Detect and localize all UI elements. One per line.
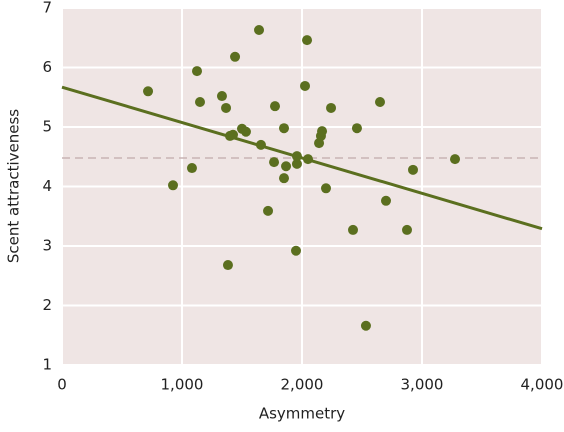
point — [360, 320, 371, 331]
point — [450, 154, 460, 165]
point — [317, 126, 328, 137]
point — [381, 195, 391, 206]
point — [263, 205, 274, 216]
x-tick-label: 0 — [57, 376, 67, 394]
x-axis-label: Asymmetry — [259, 405, 345, 423]
trend-line — [61, 85, 543, 231]
point — [255, 139, 266, 150]
point — [270, 101, 280, 112]
point — [375, 97, 385, 108]
point — [291, 151, 302, 162]
point — [300, 80, 310, 91]
point — [348, 224, 358, 235]
y-axis-label: Scent attractiveness — [5, 109, 23, 263]
point — [303, 154, 313, 165]
point — [269, 157, 280, 168]
point — [279, 173, 289, 184]
point — [143, 86, 154, 97]
point — [221, 102, 232, 113]
point — [291, 158, 302, 169]
point — [168, 180, 178, 191]
x-tick-label: 1,000 — [161, 376, 204, 394]
point — [321, 183, 331, 194]
y-tick-label: 1 — [42, 356, 52, 374]
point — [228, 129, 238, 140]
point — [192, 66, 202, 77]
point — [302, 35, 313, 46]
y-tick-label: 3 — [42, 237, 52, 255]
point — [351, 123, 362, 134]
point — [222, 260, 233, 271]
point — [326, 102, 337, 113]
point — [186, 163, 197, 174]
x-tick-label: 3,000 — [401, 376, 444, 394]
point — [279, 123, 289, 134]
x-tick-label: 4,000 — [521, 376, 564, 394]
point — [408, 164, 418, 175]
y-tick-label: 6 — [42, 58, 52, 76]
point — [254, 25, 265, 36]
y-tick-label: 2 — [42, 296, 52, 314]
y-tick-label: 7 — [42, 0, 52, 17]
point — [230, 51, 241, 62]
point — [195, 97, 205, 108]
point — [240, 126, 251, 137]
y-tick-label: 5 — [42, 118, 52, 136]
point — [402, 224, 412, 235]
point — [291, 245, 301, 256]
point — [281, 161, 292, 172]
point — [216, 91, 227, 102]
x-tick-label: 2,000 — [281, 376, 324, 394]
y-tick-label: 4 — [42, 177, 52, 195]
